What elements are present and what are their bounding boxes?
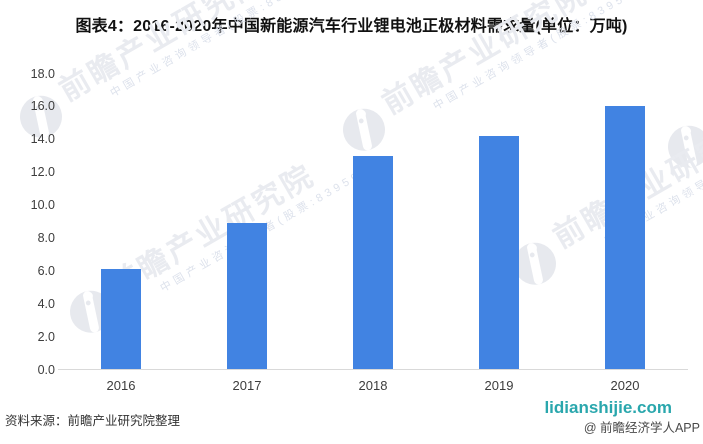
chart-title: 图表4：2016-2020年中国新能源汽车行业锂电池正极材料需求量(单位：万吨)	[75, 18, 628, 35]
source-note: 资料来源：前瞻产业研究院整理	[5, 414, 181, 428]
y-tick-label: 12.0	[30, 165, 55, 180]
x-tick-label: 2019	[484, 378, 514, 393]
bar-2019	[479, 135, 519, 370]
x-tick-label: 2018	[358, 378, 388, 393]
bar-2018	[353, 155, 393, 370]
bar-2017	[227, 223, 267, 370]
site-link[interactable]: lidianshijie.com	[544, 398, 672, 417]
y-tick-label: 4.0	[37, 296, 55, 311]
y-tick-label: 16.0	[30, 99, 55, 114]
x-tick-label: 2017	[232, 378, 262, 393]
x-axis-line	[58, 369, 688, 370]
x-tick-label: 2016	[106, 378, 136, 393]
y-tick-label: 18.0	[30, 66, 55, 81]
y-tick-label: 6.0	[37, 263, 55, 278]
y-tick-label: 10.0	[30, 198, 55, 213]
y-tick-label: 0.0	[37, 362, 55, 377]
x-tick-label: 2020	[610, 378, 640, 393]
app-credit: @ 前瞻经济学人APP	[583, 421, 700, 435]
bar-2020	[605, 106, 645, 370]
y-tick-label: 2.0	[37, 329, 55, 344]
bar-2016	[101, 269, 141, 370]
y-tick-label: 14.0	[30, 132, 55, 147]
y-tick-label: 8.0	[37, 230, 55, 245]
